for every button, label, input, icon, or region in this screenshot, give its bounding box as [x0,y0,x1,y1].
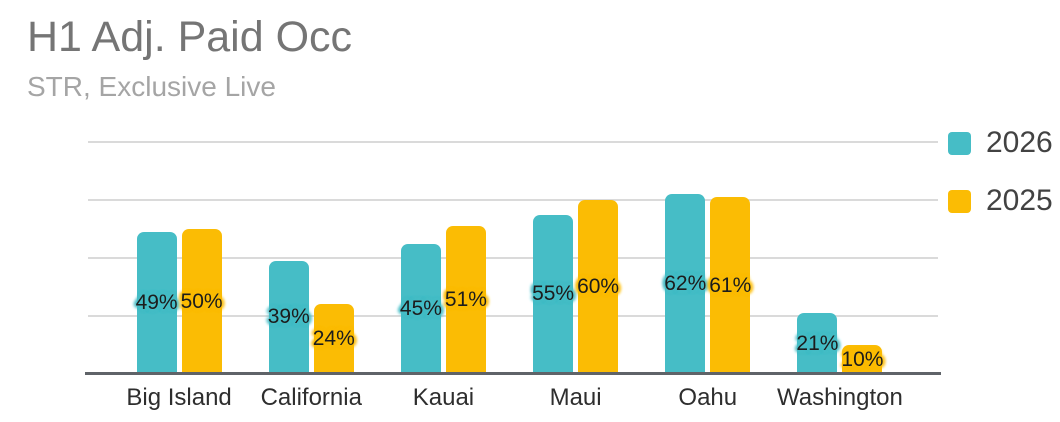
x-axis-labels: Big Island California Kauai Maui Oahu Washing… [113,384,906,412]
legend-swatch-icon [948,189,971,213]
data-label: 45% [399,296,442,320]
chart-title: H1 Adj. Paid Occ [27,13,353,61]
bar-2025-california: 24% [312,304,355,374]
bar-group-oahu: 62% 61% [642,142,774,374]
bar-2026-maui: 55% [532,214,575,374]
bar-2025-oahu: 61% [709,197,752,374]
data-label: 51% [444,288,487,312]
bar-2025-big-island: 50% [180,229,223,374]
bar-2026-kauai: 45% [399,243,442,374]
chart-subtitle: STR, Exclusive Live [27,71,276,102]
data-label: 39% [267,305,310,329]
gridline-20 [88,315,938,317]
x-axis-label-washington: Washington [777,384,903,411]
bar-series-area: 49% 50% 39% 24% 45% 51% 55% 60% 62% 61% 21% 10% [113,142,906,374]
data-label: 61% [709,273,752,297]
bar-2025-kauai: 51% [444,226,487,374]
x-axis-label-maui: Maui [549,384,602,411]
legend: 2026 2025 [948,128,1053,216]
data-label: 50% [180,289,223,313]
legend-label: 2025 [986,184,1053,217]
data-label: 21% [796,331,839,355]
bar-group-kauai: 45% 51% [377,142,509,374]
data-label: 55% [532,282,575,306]
plot-area: 49% 50% 39% 24% 45% 51% 55% 60% 62% 61% 21% 10% [85,141,941,375]
legend-label: 2026 [986,126,1053,159]
bar-group-california: 39% 24% [245,142,377,374]
x-axis-label-oahu: Oahu [678,384,738,411]
bar-2025-washington: 10% [841,345,884,374]
data-label: 62% [664,272,707,296]
gridline-80 [88,141,938,143]
gridline-60 [88,199,938,201]
x-axis-baseline [85,372,941,375]
legend-item-2026: 2026 [948,128,1053,158]
legend-swatch-icon [948,131,971,155]
x-axis-label-big-island: Big Island [126,384,232,411]
x-axis-label-kauai: Kauai [412,384,475,411]
legend-item-2025: 2025 [948,186,1053,216]
data-label: 10% [841,347,884,371]
gridline-40 [88,257,938,259]
bar-group-maui: 55% 60% [510,142,642,374]
data-label: 49% [135,290,178,314]
bar-2026-big-island: 49% [135,231,178,374]
bar-group-washington: 21% 10% [774,142,906,374]
data-label: 24% [312,327,355,351]
bar-2025-maui: 60% [577,200,620,374]
bar-2026-oahu: 62% [664,194,707,374]
x-axis-label-california: California [260,384,362,411]
data-label: 60% [577,275,620,298]
bar-group-big-island: 49% 50% [113,142,245,374]
bar-2026-washington: 21% [796,313,839,374]
bar-2026-california: 39% [267,260,310,374]
